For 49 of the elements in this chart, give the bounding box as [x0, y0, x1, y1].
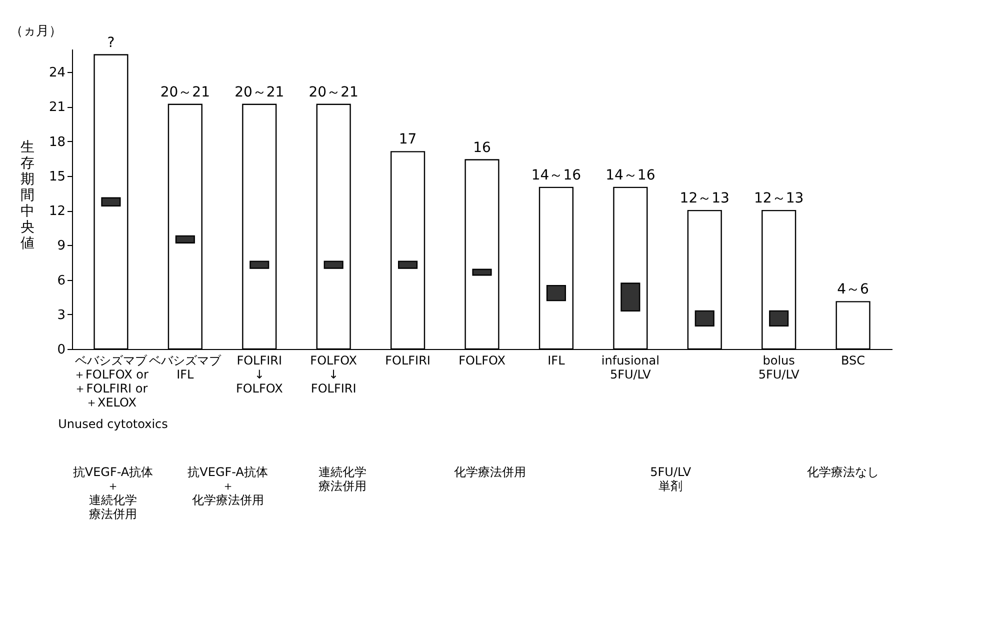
x-tick-label: FOLFIRI	[385, 354, 430, 368]
text: 5FU/LV 単剤	[650, 465, 692, 493]
y-tick-label: 21	[48, 100, 66, 116]
data-label: 20～21	[160, 84, 210, 100]
text: 化学療法併用	[454, 465, 526, 479]
bar	[398, 260, 418, 269]
x-tick-label: ベバシズマブ IFL	[149, 354, 222, 382]
text: Unused cytotoxics	[58, 417, 168, 431]
data-label: 17	[398, 132, 417, 148]
bar	[694, 310, 714, 327]
bar	[620, 282, 640, 312]
y-tick-label: 9	[57, 238, 66, 254]
data-label: 14～16	[606, 167, 656, 184]
y-tick-label: 3	[57, 308, 66, 323]
x-tick-label: FOLFOX	[458, 354, 506, 368]
y-tick-label: 18	[48, 134, 66, 150]
bar	[769, 310, 789, 327]
text: 化学療法なし	[806, 465, 879, 479]
bar	[324, 260, 344, 269]
bar	[175, 235, 195, 244]
data-label: 20～21	[308, 84, 358, 100]
text: 抗VEGF-A抗体＋連続化学療法併用	[72, 465, 154, 521]
data-label: 4～6	[837, 282, 870, 298]
x-tick-label: FOLFOX ↓ FOLFIRI	[310, 354, 358, 396]
data-label: 16	[473, 140, 491, 156]
y-tick-label: 6	[57, 273, 66, 288]
y-tick-label: 24	[48, 66, 66, 81]
x-tick-label: bolus 5FU/LV	[758, 354, 800, 382]
bar	[472, 268, 492, 276]
x-tick-label: IFL	[548, 354, 566, 368]
data-label: 20～21	[234, 84, 284, 100]
y-axis-title: 生存期間中央値	[20, 140, 34, 252]
data-label: ?	[107, 34, 115, 51]
data-label: 12～13	[754, 190, 804, 207]
y-tick-label: 12	[48, 204, 66, 220]
x-tick-label: FOLFIRI ↓ FOLFOX	[236, 354, 283, 396]
bar	[101, 197, 121, 207]
y-tick-label: 0	[57, 342, 66, 358]
y-tick-label: 15	[48, 169, 66, 184]
data-label: 12～13	[680, 190, 730, 207]
x-tick-label: ベバシズマブ＋FOLFOX or ＋FOLFIRI or ＋XELOX	[73, 354, 148, 410]
bar	[546, 284, 566, 302]
bar	[250, 260, 270, 269]
text: 抗VEGF-A抗体＋化学療法併用	[188, 465, 268, 507]
x-tick-label: infusional 5FU/LV	[601, 354, 660, 382]
text: 連続化学療法併用	[318, 465, 367, 493]
data-label: 14～16	[531, 167, 582, 184]
x-tick-label: BSC	[841, 354, 866, 368]
text: （ヵ月）	[10, 24, 62, 39]
